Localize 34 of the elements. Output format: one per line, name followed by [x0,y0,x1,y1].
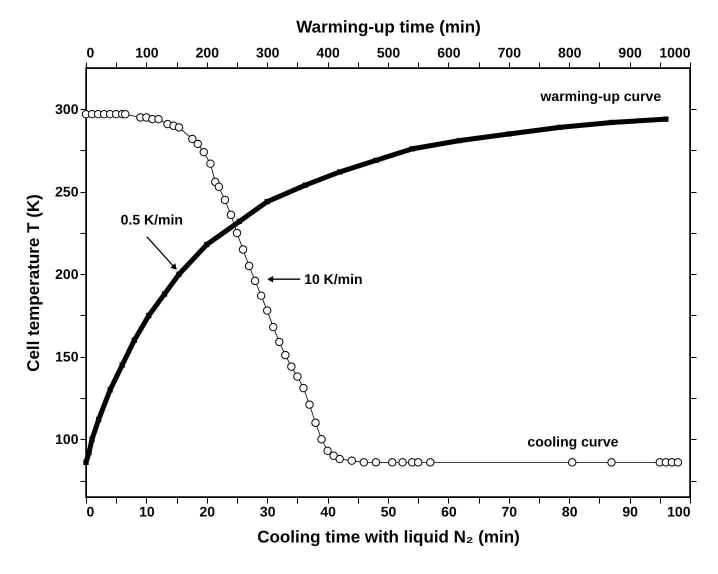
x2-tick-label: 1000 [659,44,691,60]
x2-tick-label: 200 [196,44,220,60]
x2-tick-label: 500 [376,44,400,60]
x-tick-label: 80 [562,504,578,520]
x-tick-label: 50 [380,504,396,520]
y-axis-title: Cell temperature T (K) [24,194,44,372]
x-axis-title: Cooling time with liquid N₂ (min) [257,528,520,546]
x2-tick-label: 300 [256,44,280,60]
x-tick-label: 10 [139,504,155,520]
y-tick-label: 300 [55,100,79,117]
series-label: warming-up curve [540,88,662,104]
x-tick-label: 100 [667,504,691,520]
x2-tick-label: 100 [135,44,159,60]
y-tick-label: 200 [55,266,79,282]
x-tick-label: 90 [622,504,638,520]
x2-tick-label: 400 [316,44,340,60]
annotation: 0.5 K/min [120,212,183,228]
x2-tick-label: 900 [618,44,642,60]
annotation: 10 K/min [304,271,363,288]
x2-tick-label: 600 [437,44,461,60]
x2-tick-label: 700 [498,44,522,60]
x-tick-label: 0 [86,504,94,520]
y-tick-label: 150 [55,348,79,364]
y-tick-label: 250 [55,183,79,200]
x-tick-label: 60 [441,504,457,520]
x-tick-label: 20 [200,504,216,520]
series-label: cooling curve [527,433,619,450]
x2-tick-label: 0 [86,44,94,60]
x-tick-label: 70 [502,504,518,520]
x2-axis-title: Warming-up time (min) [296,18,481,36]
y-tick-label: 100 [55,430,79,447]
x2-tick-label: 800 [558,44,582,60]
x-tick-label: 40 [320,504,336,520]
x-tick-label: 30 [260,504,276,520]
